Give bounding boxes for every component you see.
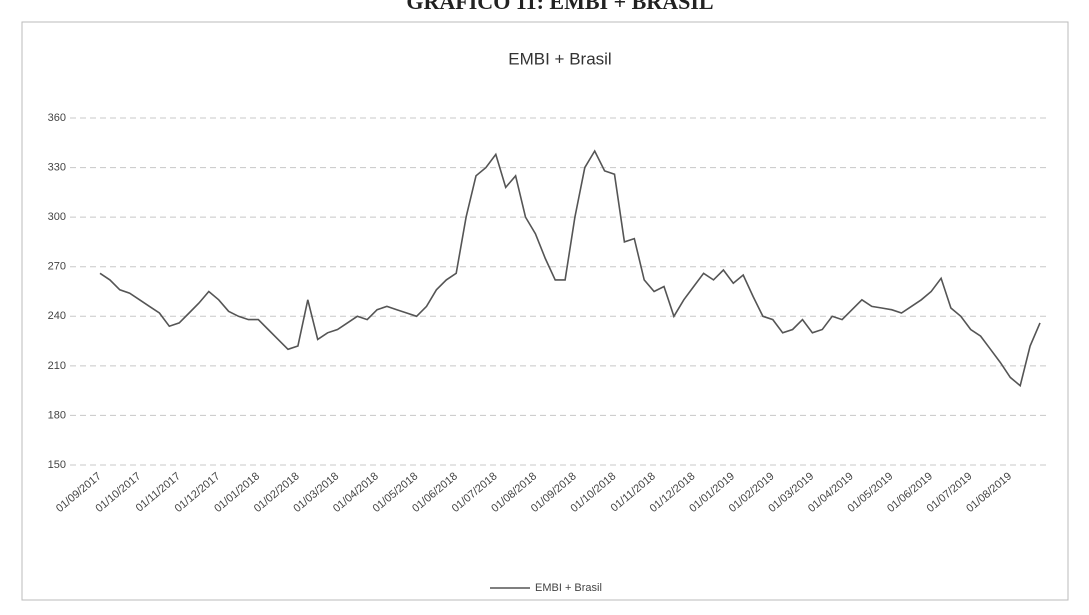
legend-label: EMBI + Brasil xyxy=(535,582,602,594)
y-tick-label: 150 xyxy=(48,459,66,471)
y-tick-label: 300 xyxy=(48,211,66,223)
y-tick-label: 330 xyxy=(48,161,66,173)
y-tick-label: 270 xyxy=(48,261,66,273)
chart-title: EMBI + Brasil xyxy=(508,49,611,68)
chart-frame xyxy=(21,21,1069,601)
y-tick-label: 360 xyxy=(48,112,66,124)
y-tick-label: 180 xyxy=(48,409,66,421)
page-heading: GRÁFICO 11: EMBI + BRASIL xyxy=(406,0,713,14)
y-tick-label: 210 xyxy=(48,360,66,372)
series-line xyxy=(99,149,1041,388)
y-tick-label: 240 xyxy=(48,310,66,322)
